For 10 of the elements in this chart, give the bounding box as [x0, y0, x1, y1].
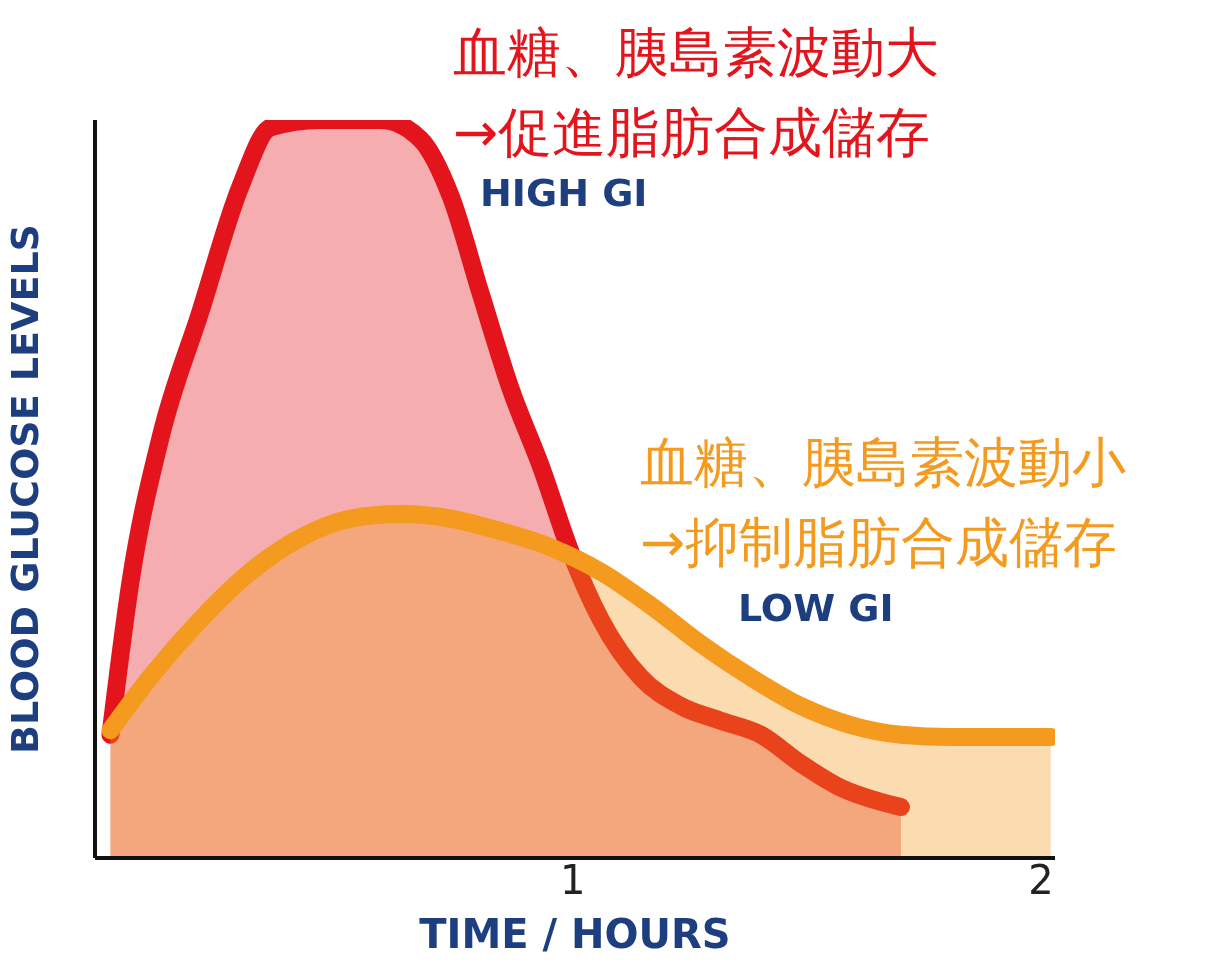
- annotation: HIGH GI: [480, 170, 648, 217]
- y-axis-title: BLOOD GLUCOSE LEVELS: [3, 224, 48, 754]
- annotation: 血糖、胰島素波動小: [640, 430, 1126, 496]
- x-axis-title: TIME / HOURS: [419, 911, 731, 957]
- text: 血糖、胰島素波動大: [453, 20, 939, 86]
- annotation: →抑制脂肪合成儲存: [640, 510, 1118, 576]
- x-tick-label: 2: [1028, 857, 1054, 904]
- x-tick-label: 1: [559, 857, 586, 904]
- annotation: →促進脂肪合成儲存: [453, 100, 931, 166]
- annotation: LOW GI: [738, 585, 894, 632]
